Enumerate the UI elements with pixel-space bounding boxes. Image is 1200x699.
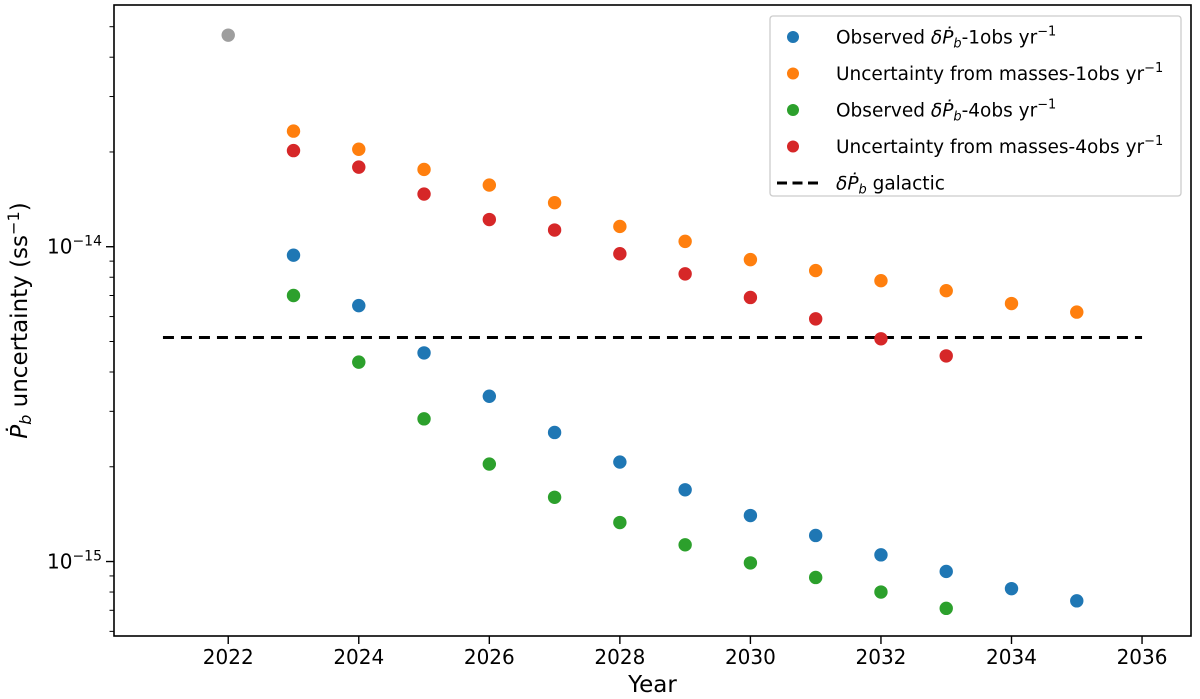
x-axis-label: Year bbox=[627, 672, 677, 698]
data-point-observed-4obs bbox=[678, 538, 692, 552]
y-tick-label: 10−15 bbox=[47, 549, 102, 574]
data-point-uncertainty-masses-1obs bbox=[678, 234, 692, 249]
data-point-uncertainty-masses-4obs bbox=[874, 332, 888, 346]
x-tick-label: 2026 bbox=[464, 645, 515, 669]
data-point-observed-4obs bbox=[613, 515, 627, 530]
data-point-uncertainty-masses-4obs bbox=[482, 212, 497, 227]
legend-label: Observed δṖb-4obs yr−1 bbox=[836, 98, 1056, 125]
data-point-observed-4obs bbox=[874, 585, 888, 599]
data-point-observed-1obs bbox=[743, 508, 758, 523]
legend-box bbox=[769, 15, 1182, 197]
data-point-observed-1obs bbox=[678, 483, 692, 497]
data-point-uncertainty-masses-1obs bbox=[1004, 296, 1019, 311]
data-point-observed-1obs bbox=[417, 346, 431, 360]
data-point-observed-4obs bbox=[808, 570, 823, 585]
data-point-observed-1obs bbox=[939, 564, 953, 579]
data-point-observed-1obs bbox=[874, 548, 888, 562]
data-point-uncertainty-masses-4obs bbox=[939, 349, 953, 363]
data-point-observed-1obs bbox=[352, 298, 366, 313]
data-point-observed-1obs bbox=[613, 455, 627, 469]
data-point-observed-4obs bbox=[417, 412, 431, 426]
data-point-uncertainty-masses-4obs bbox=[417, 187, 431, 201]
legend-item-observed-4obs: Observed δṖb-4obs yr−1 bbox=[787, 98, 1056, 125]
data-point-uncertainty-masses-4obs bbox=[743, 290, 758, 305]
x-tick-label: 2030 bbox=[725, 645, 776, 669]
data-point-uncertainty-masses-4obs bbox=[678, 267, 692, 281]
legend-marker-dot bbox=[787, 140, 799, 153]
legend-item-uncertainty-masses-4obs: Uncertainty from masses-4obs yr−1 bbox=[787, 134, 1163, 158]
legend-marker-dot bbox=[787, 67, 799, 80]
legend-label: δṖb galactic bbox=[836, 174, 945, 198]
data-point-uncertainty-masses-1obs bbox=[482, 178, 497, 192]
data-point-gray-unlabeled-point bbox=[221, 28, 235, 42]
legend-label: Uncertainty from masses-1obs yr−1 bbox=[836, 61, 1163, 85]
legend-item-observed-1obs: Observed δṖb-1obs yr−1 bbox=[787, 25, 1056, 52]
data-point-uncertainty-masses-1obs bbox=[547, 195, 562, 210]
y-tick-label: 10−14 bbox=[47, 234, 102, 259]
data-point-observed-4obs bbox=[352, 355, 366, 369]
data-point-observed-1obs bbox=[808, 528, 823, 543]
x-tick-label: 2022 bbox=[203, 645, 254, 669]
legend-label: Uncertainty from masses-4obs yr−1 bbox=[836, 134, 1163, 158]
plot-frame bbox=[113, 4, 1192, 637]
x-tick-label: 2034 bbox=[986, 645, 1037, 669]
data-point-uncertainty-masses-4obs bbox=[352, 160, 366, 174]
data-point-observed-1obs bbox=[482, 389, 497, 403]
data-point-uncertainty-masses-1obs bbox=[939, 283, 953, 298]
data-point-uncertainty-masses-1obs bbox=[808, 263, 823, 278]
data-point-observed-1obs bbox=[1004, 581, 1019, 596]
data-point-uncertainty-masses-1obs bbox=[874, 273, 888, 288]
data-point-uncertainty-masses-4obs bbox=[613, 247, 627, 261]
y-axis-label: Ṗb uncertainty (ss−1) bbox=[4, 202, 35, 439]
data-point-uncertainty-masses-1obs bbox=[743, 252, 758, 267]
data-point-uncertainty-masses-1obs bbox=[352, 142, 366, 156]
data-point-observed-4obs bbox=[286, 288, 301, 303]
data-point-observed-1obs bbox=[547, 425, 562, 440]
data-point-uncertainty-masses-4obs bbox=[286, 143, 301, 158]
data-point-uncertainty-masses-1obs bbox=[1070, 305, 1084, 319]
data-point-observed-4obs bbox=[743, 556, 758, 570]
legend-marker-dot bbox=[787, 31, 799, 43]
legend-marker-dot bbox=[787, 104, 799, 116]
data-point-observed-4obs bbox=[547, 490, 562, 504]
x-tick-label: 2036 bbox=[1117, 645, 1168, 669]
legend-item-uncertainty-masses-1obs: Uncertainty from masses-1obs yr−1 bbox=[787, 61, 1163, 85]
x-tick-label: 2032 bbox=[856, 645, 907, 669]
legend-label: Observed δṖb-1obs yr−1 bbox=[836, 25, 1056, 52]
data-point-observed-1obs bbox=[286, 248, 301, 262]
data-point-uncertainty-masses-4obs bbox=[808, 312, 823, 326]
data-point-observed-4obs bbox=[939, 601, 953, 616]
data-point-uncertainty-masses-1obs bbox=[286, 124, 301, 138]
legend-item-galactic-line: δṖb galactic bbox=[777, 174, 945, 198]
data-point-observed-4obs bbox=[482, 457, 497, 471]
data-point-observed-1obs bbox=[1070, 594, 1084, 608]
data-point-uncertainty-masses-4obs bbox=[547, 223, 562, 237]
data-point-uncertainty-masses-1obs bbox=[613, 219, 627, 234]
x-tick-label: 2028 bbox=[594, 645, 645, 669]
data-point-uncertainty-masses-1obs bbox=[417, 162, 431, 177]
x-tick-label: 2024 bbox=[333, 645, 384, 669]
